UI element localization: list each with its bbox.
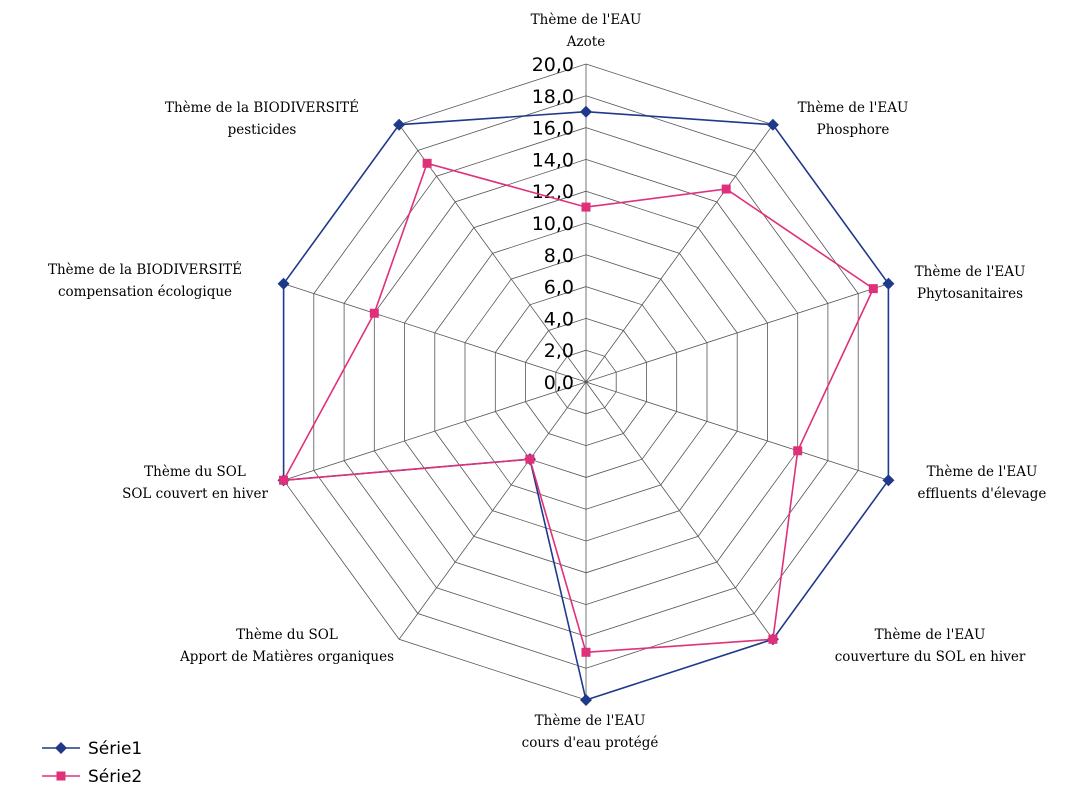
legend-item: Série2 [42,767,142,787]
data-point [580,694,592,706]
radial-tick-labels: 0,0 2,0 4,0 6,0 8,0 10,0 12,0 14,0 16,0 18,0 20,0 [532,54,574,394]
category-label: Thème de l'EAU effluents d'élevage [918,464,1047,502]
category-label: Thème du SOL SOL couvert en hiver [122,464,268,502]
radial-tick-label: 20,0 [532,54,574,76]
data-point [279,475,289,485]
grid-spoke [283,283,587,383]
data-point [580,105,592,118]
legend-item: Série1 [42,739,142,759]
data-point [277,277,290,290]
legend-label: Série2 [88,767,142,787]
radial-tick-label: 0,0 [544,372,574,394]
radial-tick-label: 16,0 [532,118,574,140]
radial-tick-label: 14,0 [532,149,574,171]
category-label: Thème de la BIODIVERSITÉ pesticides [165,100,359,138]
grid-spoke [585,283,889,383]
data-point [581,647,591,657]
radial-tick-label: 12,0 [532,181,574,203]
category-label: Thème du SOL Apport de Matières organique… [179,627,394,665]
data-point [766,118,779,131]
grid-spoke [398,381,587,640]
category-label: Thème de l'EAU Azote [531,12,642,50]
radial-tick-label: 10,0 [532,213,574,235]
radial-tick-label: 6,0 [544,277,574,299]
series-2 [279,158,878,657]
data-point [422,158,432,168]
grid-spoke [585,381,774,640]
grid-spoke [283,381,587,481]
legend-marker [56,771,66,781]
grid-spoke [585,124,774,383]
category-label: Thème de l'EAU Phosphore [798,100,909,138]
data-point [882,474,895,487]
legend: Série1 Série2 [42,739,142,787]
radial-tick-label: 18,0 [532,86,574,108]
data-point [868,284,878,294]
radial-tick-label: 8,0 [544,245,574,267]
data-point [581,202,591,212]
category-label: Thème de l'EAU Phytosanitaires [915,264,1026,302]
data-point [793,446,803,456]
series-line [282,162,875,654]
radial-tick-label: 4,0 [544,308,574,330]
category-labels: Thème de l'EAU Azote Thème de l'EAU Phospho… [48,12,1046,751]
category-label: Thème de l'EAU cours d'eau protégé [522,713,659,751]
legend-label: Série1 [88,739,142,759]
category-label: Thème de la BIODIVERSITÉ compensation éco… [48,262,242,300]
radial-tick-label: 2,0 [544,340,574,362]
data-point [525,454,535,464]
data-point [369,308,379,318]
legend-marker [55,742,67,754]
data-point [882,277,895,290]
grid-spoke [585,381,889,481]
data-point [721,184,731,194]
category-label: Thème de l'EAU couverture du SOL en hiver [835,627,1026,665]
data-point [393,118,406,131]
data-point [768,634,778,644]
